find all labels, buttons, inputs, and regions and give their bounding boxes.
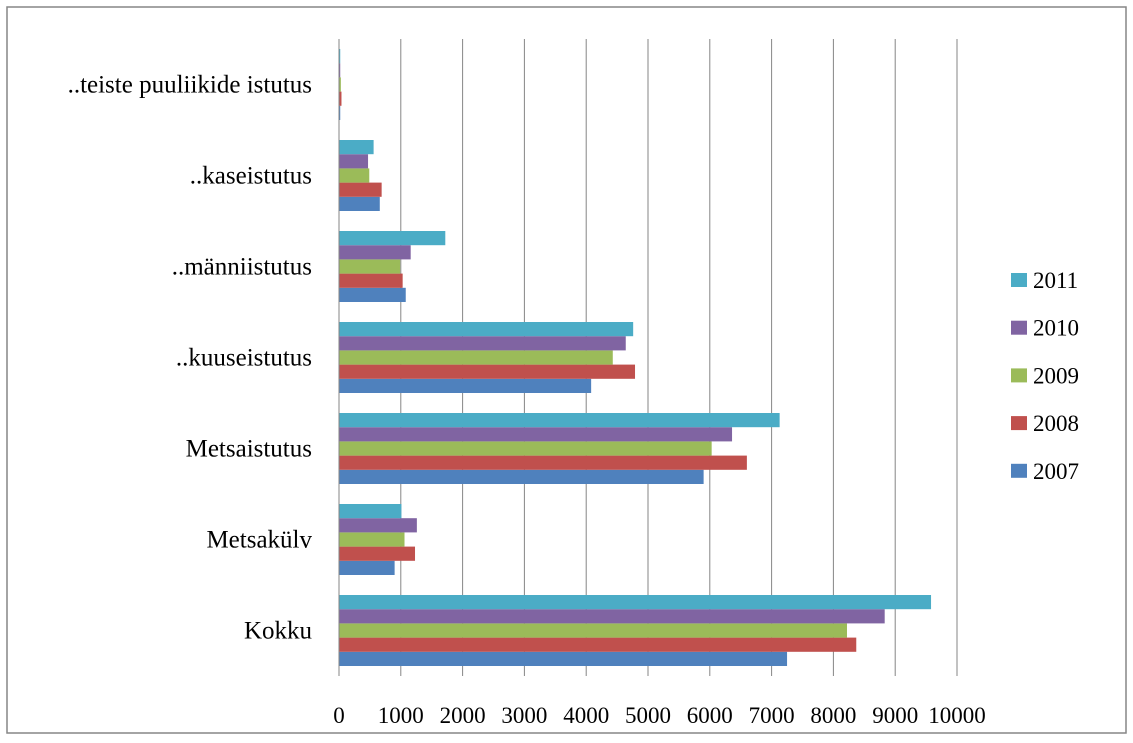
category-label: ..männiistutus — [172, 254, 312, 281]
bar — [339, 231, 446, 246]
bar — [339, 455, 747, 470]
bar — [339, 378, 592, 393]
bar — [339, 651, 788, 666]
bar — [339, 49, 341, 64]
bar — [339, 287, 406, 302]
x-tick-label: 1000 — [378, 703, 424, 728]
bar — [339, 196, 380, 211]
gridlines — [400, 39, 958, 676]
bar — [339, 560, 395, 575]
category-label: Kokku — [244, 618, 313, 645]
category-labels: Kokku Metsakülv Metsaistutus ..kuuseistutus… — [68, 72, 313, 645]
bar — [339, 168, 370, 183]
legend-label: 2010 — [1033, 316, 1079, 341]
bar — [339, 518, 417, 533]
legend-swatch — [1011, 416, 1027, 431]
x-tick-label: 0 — [333, 703, 345, 728]
x-tick-label: 8000 — [810, 703, 856, 728]
bar — [339, 154, 369, 169]
bar — [339, 63, 341, 78]
bar — [339, 609, 885, 624]
legend-swatch — [1011, 463, 1027, 478]
bar — [339, 427, 733, 442]
bar — [339, 259, 401, 274]
x-tick-label: 9000 — [872, 703, 918, 728]
category-label: ..kuuseistutus — [176, 345, 312, 372]
bar — [339, 350, 613, 365]
bar — [339, 322, 634, 337]
bar — [339, 364, 636, 379]
bar — [339, 623, 847, 638]
bar — [339, 504, 402, 519]
bar — [339, 182, 382, 197]
bar — [339, 77, 341, 92]
legend-label: 2011 — [1033, 268, 1078, 293]
bars — [339, 49, 932, 666]
legend-swatch — [1011, 273, 1027, 287]
legend-label: 2007 — [1033, 459, 1079, 484]
bar — [339, 441, 712, 456]
x-tick-label: 2000 — [440, 703, 486, 728]
category-label: Metsakülv — [206, 527, 312, 554]
x-tick-label: 3000 — [501, 703, 547, 728]
legend-swatch — [1011, 368, 1027, 383]
bar — [339, 469, 704, 484]
bar — [339, 546, 416, 561]
legend-label: 2008 — [1033, 411, 1079, 436]
category-label: Metsaistutus — [186, 436, 312, 463]
x-tick-label: 6000 — [687, 703, 733, 728]
x-tick-labels: 0 1000 2000 3000 4000 5000 6000 7000 8000 9000 100… — [333, 703, 986, 728]
bar — [339, 637, 857, 652]
bar — [339, 532, 405, 547]
x-tick-label: 4000 — [563, 703, 609, 728]
x-tick-label: 7000 — [749, 703, 795, 728]
legend-label: 2009 — [1033, 363, 1079, 388]
x-tick-label: 10000 — [928, 703, 986, 728]
bar — [339, 273, 403, 288]
bar — [339, 595, 932, 610]
legend-swatch — [1011, 320, 1027, 335]
legend: 2011 2010 2009 2008 2007 — [1011, 268, 1079, 484]
bar — [339, 413, 780, 428]
bar — [339, 140, 374, 155]
category-label: ..kaseistutus — [190, 163, 312, 190]
category-label: ..teiste puuliikide istutus — [68, 72, 312, 99]
bar — [339, 91, 342, 106]
bar — [339, 336, 626, 351]
bar — [339, 105, 341, 120]
x-tick-label: 5000 — [625, 703, 671, 728]
bar — [339, 245, 411, 260]
